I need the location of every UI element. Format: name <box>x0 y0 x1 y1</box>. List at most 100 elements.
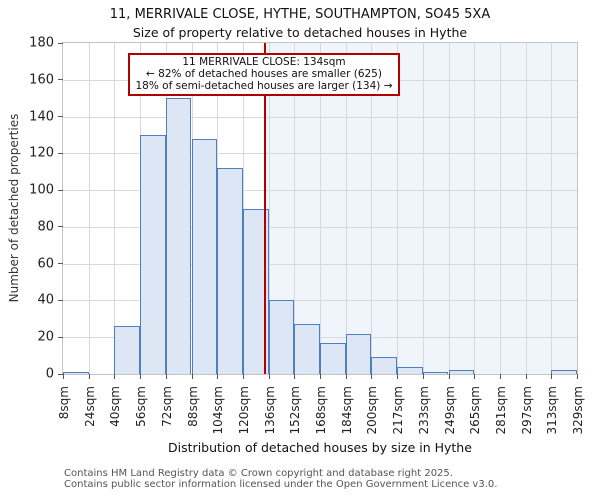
larger-region-shading <box>265 43 577 374</box>
histogram-bar <box>140 134 166 374</box>
x-axis-label: Distribution of detached houses by size … <box>168 440 472 455</box>
annotation-line-3: 18% of semi-detached houses are larger (… <box>135 80 393 92</box>
annotation-line-1: 11 MERRIVALE CLOSE: 134sqm <box>182 56 346 68</box>
x-tick-label-text: 184sqm <box>339 386 354 435</box>
x-tick-mark <box>448 374 450 379</box>
x-tick-mark <box>242 374 244 379</box>
x-tick-mark <box>217 374 219 379</box>
y-tick-label: 40 <box>37 292 54 308</box>
footer-line-1: Contains HM Land Registry data © Crown c… <box>64 468 453 479</box>
x-tick-mark <box>397 374 399 379</box>
x-tick-mark <box>345 374 347 379</box>
x-tick-label-text: 24sqm <box>82 386 97 427</box>
y-tick-label: 60 <box>37 256 54 272</box>
y-tick-label: 100 <box>29 182 54 198</box>
gridline-vertical <box>88 43 90 374</box>
x-tick-mark <box>577 374 578 379</box>
histogram-bar <box>551 370 577 374</box>
gridline-vertical <box>268 43 270 374</box>
x-tick-mark <box>551 374 553 379</box>
x-tick-mark <box>422 374 424 379</box>
x-tick-label-text: 56sqm <box>134 386 149 427</box>
x-tick-label-text: 329sqm <box>571 386 585 435</box>
y-tick-mark <box>58 336 63 338</box>
gridline-vertical <box>371 43 373 374</box>
x-tick-mark <box>525 374 527 379</box>
y-tick-label: 0 <box>45 366 54 382</box>
histogram-bar <box>320 342 346 374</box>
histogram-bar <box>448 370 475 374</box>
y-tick-label: 80 <box>37 219 54 235</box>
y-tick-mark <box>58 152 63 154</box>
x-tick-mark <box>320 374 321 379</box>
x-tick-label-text: 8sqm <box>57 386 71 420</box>
x-tick-label-text: 217sqm <box>391 386 406 435</box>
x-tick-label-text: 249sqm <box>442 386 457 435</box>
x-tick-label-text: 265sqm <box>468 386 483 435</box>
y-tick-mark <box>58 226 63 228</box>
histogram-bar <box>422 372 449 374</box>
histogram-bar <box>63 372 89 374</box>
x-tick-mark <box>294 374 296 379</box>
x-tick-label-text: 136sqm <box>262 386 277 435</box>
histogram-bar <box>371 357 398 374</box>
y-tick-label: 140 <box>29 109 54 125</box>
chart-subtitle: Size of property relative to detached ho… <box>132 25 468 40</box>
chart-title: 11, MERRIVALE CLOSE, HYTHE, SOUTHAMPTON,… <box>109 7 491 22</box>
y-tick-mark <box>58 189 63 191</box>
gridline-vertical <box>397 43 399 374</box>
y-tick-mark <box>58 42 63 44</box>
y-tick-label: 180 <box>29 35 54 51</box>
x-tick-label-text: 88sqm <box>185 386 200 427</box>
footer-line-2: Contains public sector information licen… <box>64 479 498 490</box>
x-tick-mark <box>165 374 167 379</box>
x-tick-mark <box>191 374 193 379</box>
gridline-vertical <box>474 43 476 374</box>
x-tick-label-text: 200sqm <box>365 386 380 435</box>
y-tick-label: 160 <box>29 72 54 88</box>
x-tick-mark <box>268 374 270 379</box>
histogram-bar <box>345 333 372 374</box>
annotation-line-2: ← 82% of detached houses are smaller (62… <box>146 68 382 80</box>
x-tick-mark <box>371 374 373 379</box>
y-tick-label: 120 <box>29 145 54 161</box>
histogram-bar <box>294 324 320 374</box>
y-tick-mark <box>58 299 63 301</box>
x-tick-mark <box>114 374 116 379</box>
annotation-box: 11 MERRIVALE CLOSE: 134sqm ← 82% of deta… <box>128 53 400 96</box>
x-tick-mark <box>499 374 501 379</box>
plot-area: 11 MERRIVALE CLOSE: 134sqm ← 82% of deta… <box>29 36 585 435</box>
gridline-vertical <box>499 43 501 374</box>
x-tick-mark <box>63 374 64 379</box>
y-tick-label: 20 <box>37 329 54 345</box>
x-tick-label-text: 313sqm <box>545 386 560 435</box>
x-tick-label-text: 152sqm <box>288 386 303 435</box>
y-tick-mark <box>58 79 63 81</box>
gridline-vertical <box>114 43 116 374</box>
y-tick-mark <box>58 373 63 375</box>
x-tick-mark <box>140 374 142 379</box>
histogram-bar <box>165 98 192 374</box>
x-tick-mark <box>88 374 90 379</box>
y-axis-label: Number of detached properties <box>7 113 21 303</box>
x-tick-label-text: 168sqm <box>314 386 328 435</box>
x-tick-mark <box>474 374 476 379</box>
gridline-vertical <box>551 43 553 374</box>
histogram-bar <box>114 326 141 374</box>
x-tick-label-text: 281sqm <box>493 386 508 435</box>
histogram-bar <box>397 366 423 374</box>
gridline-vertical <box>422 43 424 374</box>
histogram-bar <box>191 138 218 374</box>
x-tick-label-text: 40sqm <box>108 386 123 427</box>
x-tick-label-text: 233sqm <box>416 386 431 435</box>
x-tick-label-text: 72sqm <box>159 386 174 427</box>
gridline-vertical <box>294 43 296 374</box>
gridline-vertical <box>345 43 347 374</box>
x-tick-label-text: 297sqm <box>519 386 534 435</box>
histogram-bar <box>268 300 295 374</box>
subject-property-marker-line <box>264 43 267 374</box>
x-tick-label-text: 120sqm <box>236 386 251 435</box>
histogram-bar <box>217 168 243 374</box>
histogram-bar <box>242 208 269 374</box>
